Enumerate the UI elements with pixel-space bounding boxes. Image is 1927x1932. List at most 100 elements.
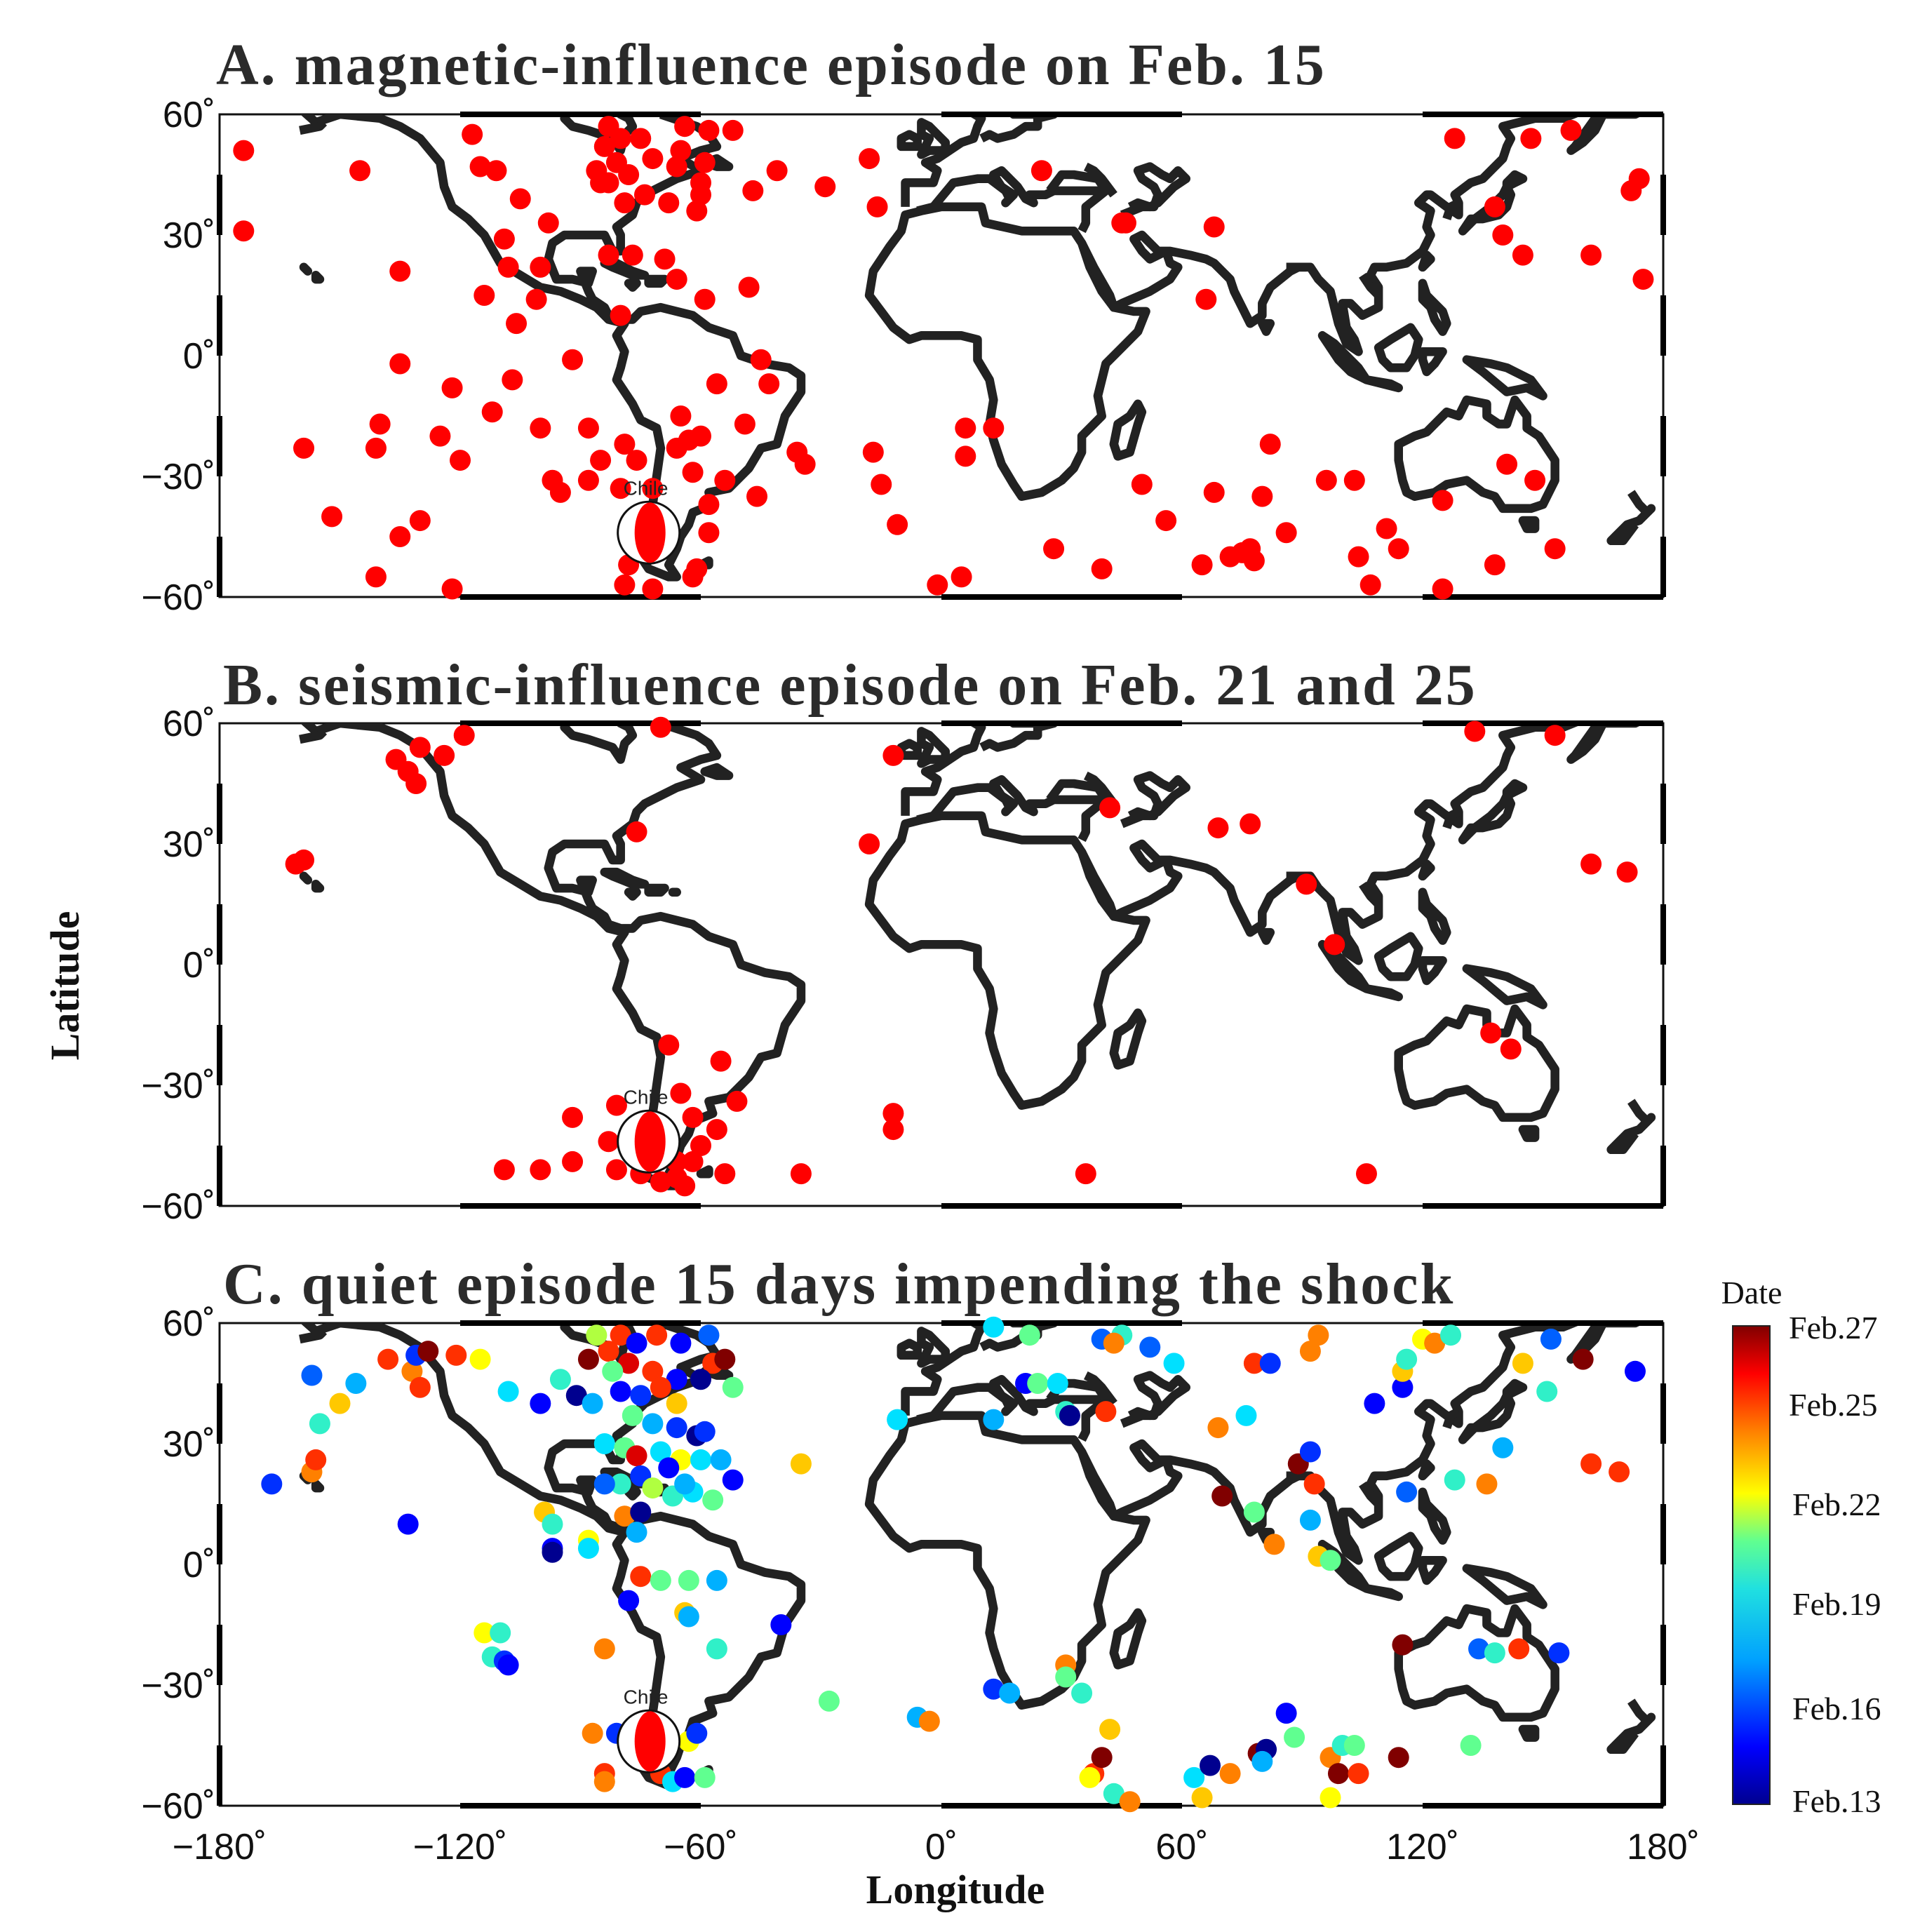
panel-c-event-point: [706, 1569, 727, 1591]
xtick-180: 180˚: [1627, 1827, 1700, 1867]
panel-c-event-point: [593, 1473, 615, 1495]
panel-a-event-point: [577, 469, 599, 491]
panel-c-event-point: [999, 1682, 1021, 1704]
panel-b-frame-bar-h-3-1: [941, 1203, 1182, 1209]
panel-a-event-point: [530, 256, 551, 278]
panel-c-event-point: [305, 1449, 327, 1470]
panel-a-event-point: [630, 128, 652, 149]
panel-b-frame-bar-v-1-1: [1660, 784, 1666, 844]
panel-a-event-point: [734, 413, 756, 435]
panel-a-event-point: [441, 377, 463, 398]
panel-c-event-point: [345, 1373, 367, 1394]
panel-c-event-point: [1103, 1332, 1124, 1354]
panel-a-frame-bar-h-3-0: [941, 112, 1182, 117]
panel-c-event-point: [593, 1771, 615, 1792]
panel-b-event-point: [530, 1159, 551, 1181]
panel-c-event-point: [790, 1453, 812, 1475]
panel-a-frame-bar-h-5-0: [1423, 112, 1663, 117]
panel-a-event-point: [441, 578, 463, 600]
panel-a-event-point: [1512, 244, 1533, 266]
panel-a-event-point: [626, 450, 647, 471]
panel-a-event-point: [927, 574, 948, 596]
panel-a-event-points: [233, 116, 1654, 600]
panel-a-event-point: [1524, 469, 1546, 491]
panel-c-event-point: [329, 1393, 351, 1414]
panel-a-event-point: [1115, 212, 1136, 234]
panel-c-event-point: [1484, 1642, 1505, 1664]
colorbar-label-feb25: Feb.25: [1789, 1387, 1878, 1423]
panel-b-event-point: [405, 773, 427, 794]
panel-c-event-point: [818, 1690, 840, 1712]
panel-c-event-point: [918, 1710, 940, 1732]
panel-a-event-point: [1203, 216, 1225, 238]
panel-c-event-point: [702, 1489, 724, 1511]
panel-a-event-point: [742, 180, 764, 201]
panel-c-event-point: [614, 1505, 636, 1527]
panel-a-event-point: [509, 188, 531, 210]
panel-c-event-point: [1099, 1719, 1121, 1740]
panel-a-event-point: [862, 441, 884, 463]
panel-c-event-point: [887, 1409, 908, 1430]
panel-a-event-point: [1203, 481, 1225, 503]
panel-c-event-point: [1139, 1336, 1161, 1358]
panel-c-event-point: [618, 1590, 640, 1611]
panel-a-event-point: [365, 566, 387, 588]
panel-a-event-point: [614, 574, 636, 596]
panel-b-event-point: [1296, 873, 1317, 895]
panel-a-event-point: [714, 469, 736, 491]
panel-b-event-point: [1324, 934, 1345, 955]
panel-c-event-point: [1071, 1682, 1093, 1704]
panel-c-event-point: [1284, 1726, 1305, 1748]
panel-b-event-point: [1480, 1022, 1502, 1044]
panel-c-event-point: [417, 1341, 439, 1362]
panel-a-event-point: [1240, 538, 1261, 560]
panel-c-event-point: [530, 1393, 551, 1414]
panel-c-event-point: [1219, 1763, 1241, 1785]
panel-c-event-point: [630, 1566, 652, 1588]
panel-a-frame-bar-h-5-1: [1423, 594, 1663, 600]
panel-b-beachball-lobe: [634, 1111, 666, 1172]
panel-a-event-point: [293, 437, 315, 459]
panel-b-ytick-m30: −30˚: [141, 1066, 215, 1106]
panel-b-event-point: [1207, 817, 1229, 839]
panel-c-epicenter: Chile: [617, 1686, 681, 1773]
panel-a-event-point: [1496, 453, 1518, 475]
panel-c-event-point: [1396, 1348, 1418, 1370]
panel-c-event-point: [1163, 1353, 1185, 1374]
panel-a-event-point: [866, 196, 888, 217]
panel-c-event-point: [1251, 1750, 1273, 1772]
panel-a-ytick-60: 60˚: [163, 95, 215, 135]
panel-c-event-point: [542, 1513, 563, 1535]
colorbar-gradient: [1732, 1325, 1771, 1805]
panel-a-event-point: [642, 578, 664, 600]
panel-c-event-point: [983, 1316, 1005, 1338]
panel-b-frame-bar-v-5-1: [1660, 1025, 1666, 1085]
panel-b-event-point: [1075, 1163, 1096, 1185]
panel-c-event-point: [1492, 1437, 1514, 1458]
panel-a-event-point: [654, 248, 676, 270]
panel-c-event-point: [1424, 1332, 1446, 1354]
panel-b-event-point: [674, 1175, 696, 1197]
panel-b-event-point: [598, 1131, 619, 1153]
panel-b-frame-bar-v-3-1: [1660, 904, 1666, 965]
panel-b-event-point: [706, 1119, 727, 1141]
panel-c-event-point: [1263, 1534, 1285, 1555]
panel-a-event-point: [758, 373, 780, 395]
panel-c-event-point: [1211, 1485, 1233, 1507]
panel-a-event-point: [794, 453, 816, 475]
panel-c-frame-bar-h-3-0: [941, 1320, 1182, 1326]
panel-a-event-point: [670, 405, 692, 427]
panel-c-epicenter-label: Chile: [624, 1686, 669, 1708]
panel-a-event-point: [474, 285, 495, 306]
panel-a-event-point: [955, 445, 976, 467]
panel-c-event-point: [650, 1569, 671, 1591]
panel-a-event-point: [674, 116, 696, 137]
panel-c-event-point: [577, 1348, 599, 1370]
xtick-m60: −60˚: [664, 1827, 738, 1867]
panel-a-event-point: [389, 526, 411, 547]
panel-c-event-point: [626, 1332, 647, 1354]
panel-c-event-point: [1536, 1381, 1558, 1402]
panel-c-event-point: [1392, 1376, 1414, 1398]
panel-c-event-point: [593, 1638, 615, 1660]
colorbar: Date Feb.27 Feb.25 Feb.22 Feb.19 Feb.16 …: [1721, 1275, 1881, 1819]
